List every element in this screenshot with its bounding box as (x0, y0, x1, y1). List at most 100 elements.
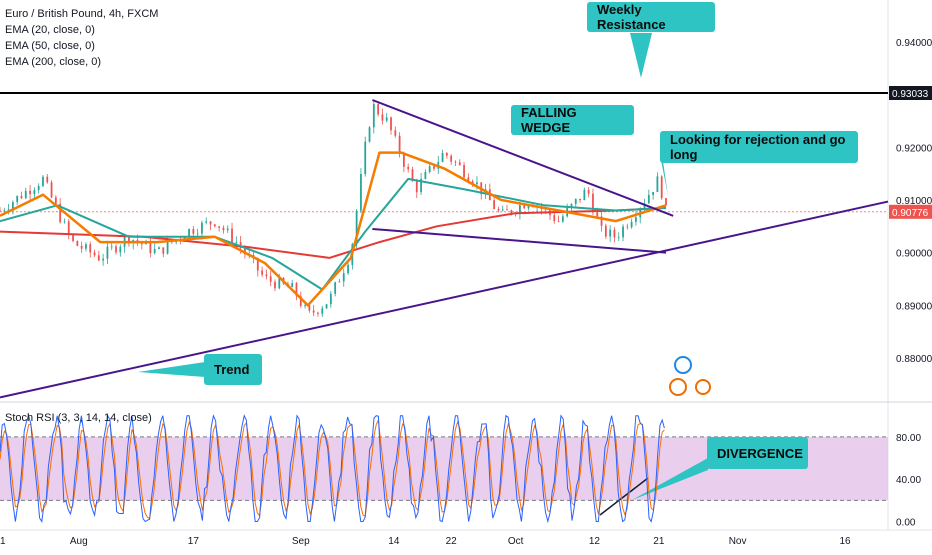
candle-body (402, 153, 405, 167)
candle-body (72, 234, 74, 241)
x-tick-label: 21 (0, 536, 6, 547)
candle-body (592, 193, 594, 213)
candle-body (424, 171, 427, 179)
candle-body (390, 117, 392, 131)
y-tick-label: 0.91000 (896, 196, 932, 207)
candle-body (630, 221, 633, 228)
candle-body (510, 210, 513, 214)
candle-body (643, 203, 646, 209)
resistance-price-tag (889, 86, 932, 100)
candle-body (574, 198, 577, 204)
candle-body (54, 197, 57, 204)
x-tick-label: 21 (653, 536, 665, 547)
candle-body (24, 190, 27, 199)
callout-divergence: DIVERGENCE (707, 437, 808, 469)
candle-body (445, 153, 448, 156)
candle-body (450, 155, 453, 162)
candle-body (291, 283, 294, 288)
candle-body (201, 222, 203, 234)
resistance-price-label: 0.93033 (892, 89, 929, 100)
candle-body (463, 165, 465, 178)
candle-body (587, 189, 590, 194)
candle-body (153, 249, 156, 254)
x-tick-label: Aug (70, 536, 88, 547)
stoch-y-tick-label: 0.00 (896, 518, 916, 529)
candle-body (244, 248, 246, 255)
candle-body (265, 274, 268, 277)
candle-body (37, 186, 40, 191)
x-tick-label: Sep (292, 536, 310, 547)
stoch-y-tick-label: 40.00 (896, 475, 921, 486)
candle-body (119, 246, 122, 253)
candle-body (613, 229, 616, 238)
candle-body (7, 209, 10, 211)
candle-body (183, 237, 186, 240)
candle-body (299, 296, 302, 307)
candle-body (377, 104, 380, 115)
candle-body (570, 203, 573, 209)
candle-body (325, 304, 328, 309)
ema20-line (0, 151, 667, 307)
candle-body (458, 162, 461, 166)
candle-body (501, 209, 504, 211)
callout-falling-wedge: FALLING WEDGE (511, 105, 634, 135)
ema50-line (0, 177, 667, 291)
candle-body (519, 205, 521, 214)
candle-body (235, 242, 238, 243)
candle-body (76, 240, 79, 246)
candle-body (557, 220, 560, 222)
candle-body (166, 241, 169, 254)
candle-body (11, 202, 14, 210)
legend-ema200: EMA (200, close, 0) (5, 56, 101, 68)
y-tick-label: 0.92000 (896, 143, 932, 154)
candle-body (385, 117, 388, 121)
stoch-legend: Stoch RSI (3, 3, 14, 14, close) (5, 410, 152, 426)
legend-ema20: EMA (20, close, 0) (5, 24, 95, 36)
candle-body (626, 226, 629, 228)
candle-body (334, 282, 337, 294)
candle-body (42, 176, 44, 187)
candle-body (295, 283, 298, 297)
candle-body (604, 225, 607, 237)
candle-body (59, 203, 62, 223)
price-axis-bg (888, 0, 932, 550)
candle-body (428, 166, 431, 172)
candle-body (407, 166, 410, 170)
candle-body (415, 181, 418, 193)
candle-body (3, 210, 6, 212)
candle-body (222, 227, 225, 231)
candle-body (656, 176, 659, 192)
event-icon (674, 356, 692, 374)
candle-body (338, 281, 341, 283)
candle-body (256, 258, 259, 271)
callout-rejection: Looking for rejection and go long (660, 131, 858, 163)
candle-body (192, 228, 195, 234)
candle-body (467, 177, 470, 182)
candle-body (471, 181, 474, 185)
candle-body (239, 242, 242, 249)
candle-body (372, 104, 375, 128)
candle-body (46, 176, 49, 183)
candle-body (0, 210, 1, 212)
candle-body (523, 205, 526, 209)
candle-body (553, 215, 556, 221)
candle-body (20, 195, 23, 199)
candle-body (441, 153, 444, 162)
candle-body (527, 205, 530, 209)
candle-body (561, 216, 564, 222)
legend: Euro / British Pound, 4h, FXCM EMA (20, … (5, 6, 158, 70)
candle-body (342, 273, 345, 282)
candle-body (647, 194, 650, 204)
candle-body (317, 312, 319, 314)
candle-body (347, 264, 349, 274)
candle-body (420, 178, 422, 193)
candle-body (635, 217, 637, 222)
candle-body (617, 237, 620, 239)
candle-body (50, 182, 53, 198)
candle-body (454, 161, 457, 163)
trendline-wedge-lower (372, 227, 667, 254)
candle-body (218, 226, 221, 228)
trendline-wedge-upper (372, 99, 674, 217)
chart-title: Euro / British Pound, 4h, FXCM (5, 8, 159, 20)
